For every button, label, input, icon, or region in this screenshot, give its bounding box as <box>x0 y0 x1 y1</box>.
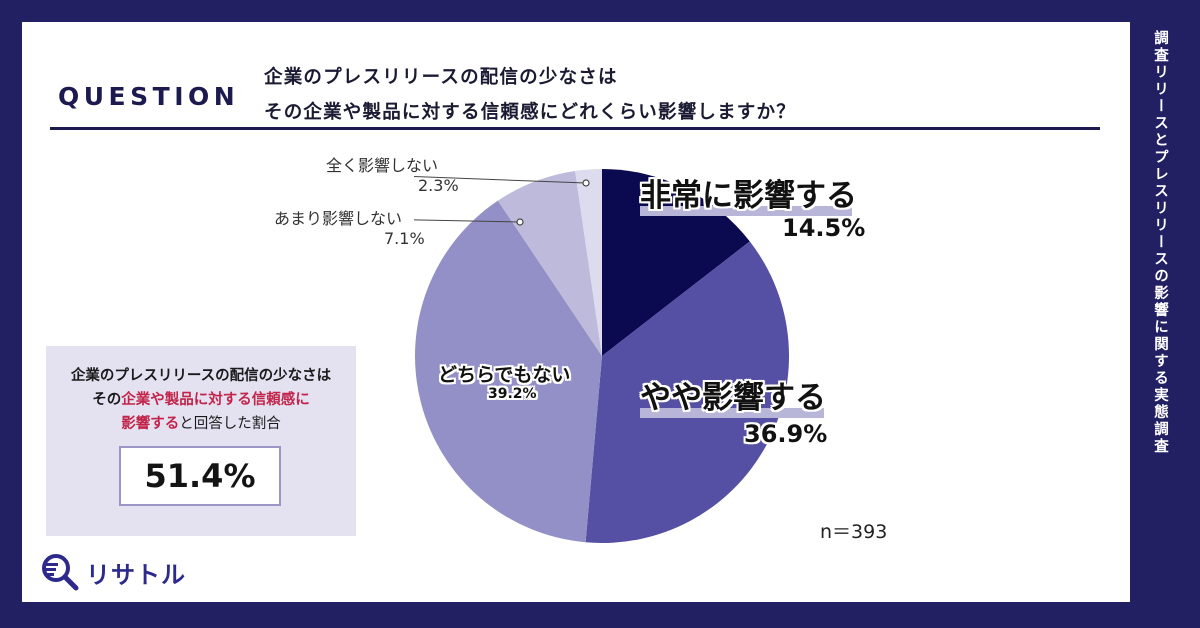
sample-size: n＝393 <box>820 521 888 543</box>
summary-description: 企業のプレスリリースの配信の少なさは その企業や製品に対する信頼感に 影響すると… <box>46 364 356 436</box>
pie-slice <box>415 200 602 543</box>
leader-line-little <box>414 219 521 223</box>
summary-line-2: その企業や製品に対する信頼感に <box>92 392 310 408</box>
value-somewhat-influence: 36.9% <box>744 420 828 448</box>
label-underline-very <box>640 206 852 216</box>
magnifier-icon <box>42 554 79 591</box>
label-neutral: どちらでもない <box>438 364 571 386</box>
value-neutral: 39.2% <box>488 386 537 402</box>
pie-chart <box>414 169 789 543</box>
value-no-influence: 2.3% <box>418 176 459 195</box>
pie-slice <box>585 241 789 543</box>
label-no-influence: 全く影響しない <box>326 156 439 175</box>
label-somewhat-influence: やや影響する <box>640 380 826 416</box>
header-divider <box>50 127 1100 130</box>
sidebar-title: 調査リリースとプレスリリースの影響に関する実態調査 <box>1152 30 1168 455</box>
question-line-2: その企業や製品に対する信頼感にどれくらい影響しますか？ <box>264 102 796 123</box>
question-line-1: 企業のプレスリリースの配信の少なさは <box>264 67 618 88</box>
label-very-influence: 非常に影響する <box>640 178 857 214</box>
summary-line-1: 企業のプレスリリースの配信の少なさは <box>70 368 332 384</box>
pie-slice <box>575 169 602 356</box>
value-very-influence: 14.5% <box>782 214 866 242</box>
question-text: 企業のプレスリリースの配信の少なさは その企業や製品に対する信頼感にどれくらい影… <box>264 60 796 130</box>
summary-panel: 企業のプレスリリースの配信の少なさは その企業や製品に対する信頼感に 影響すると… <box>46 346 356 536</box>
leader-dot-none <box>582 179 590 187</box>
summary-value: 51.4% <box>119 446 281 506</box>
summary-line-3: 影響すると回答した割合 <box>121 416 281 432</box>
pie-slice <box>497 170 602 356</box>
label-underline-somewhat <box>640 408 824 418</box>
question-label: QUESTION <box>58 82 240 111</box>
brand-logo: リサトル <box>40 552 186 592</box>
leader-dot-little <box>516 218 524 226</box>
brand-name: リサトル <box>86 560 186 589</box>
label-little-influence: あまり影響しない <box>274 209 403 228</box>
leader-line-none <box>414 176 587 184</box>
value-little-influence: 7.1% <box>384 229 425 248</box>
